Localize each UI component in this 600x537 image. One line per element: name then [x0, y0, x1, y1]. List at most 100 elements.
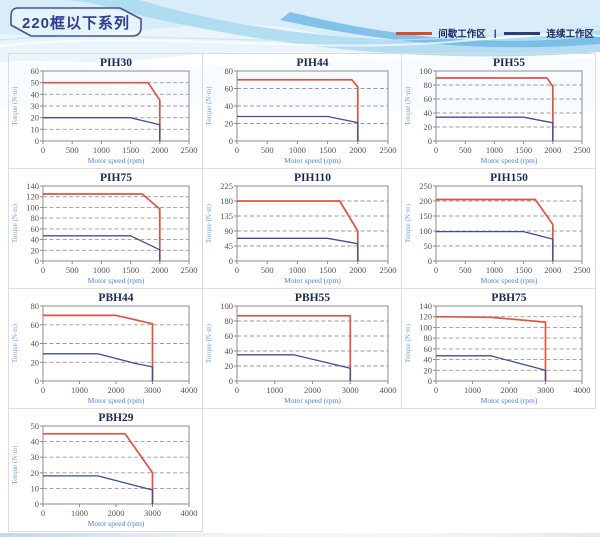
svg-text:1000: 1000	[266, 385, 283, 395]
page-title: 220框以下系列	[21, 14, 131, 32]
torque-speed-chart: 0 500 1000 1500 2000 2500 0 20 40 60 80 100 PIH55 Tor…	[404, 57, 591, 165]
svg-text:0: 0	[428, 256, 432, 266]
svg-text:50: 50	[31, 78, 40, 88]
svg-text:40: 40	[424, 108, 433, 118]
svg-text:0: 0	[35, 256, 39, 266]
torque-speed-chart: 0 1000 2000 3000 4000 0 20 40 60 80 100 PBH55 Torque…	[205, 292, 397, 405]
svg-text:500: 500	[66, 265, 79, 275]
svg-text:40: 40	[225, 101, 234, 111]
svg-text:140: 140	[419, 301, 432, 311]
svg-text:100: 100	[26, 202, 39, 212]
torque-speed-chart: 0 500 1000 1500 2000 2500 0 20 40 60 80 PIH44 Torque…	[205, 57, 397, 165]
svg-text:80: 80	[31, 213, 40, 223]
torque-speed-chart: 0 500 1000 1500 2000 2500 0 45 90 135 180 225 PIH110…	[205, 172, 397, 285]
intermittent-line-icon	[396, 31, 433, 35]
svg-text:0: 0	[229, 376, 233, 386]
svg-text:Torque (N·m): Torque (N·m)	[205, 86, 213, 126]
svg-text:Torque (N·m): Torque (N·m)	[11, 203, 19, 243]
legend-continuous-label: 连续工作区	[546, 29, 594, 40]
chart-cell-pih75: 0 500 1000 1500 2000 2500 0 20 40 60 80 100 120 140 PI…	[8, 168, 203, 289]
svg-text:40: 40	[31, 89, 40, 99]
svg-text:1000: 1000	[71, 508, 88, 518]
svg-text:Motor speed (rpm): Motor speed (rpm)	[481, 276, 538, 285]
svg-text:Torque (N·m): Torque (N·m)	[11, 323, 19, 363]
svg-text:50: 50	[424, 241, 433, 251]
svg-text:3000: 3000	[144, 385, 161, 395]
legend-separator: |	[493, 27, 497, 39]
svg-text:0: 0	[434, 265, 438, 275]
svg-text:60: 60	[424, 344, 433, 354]
svg-text:40: 40	[225, 346, 234, 356]
svg-text:20: 20	[31, 113, 40, 123]
svg-text:60: 60	[31, 66, 40, 76]
svg-text:20: 20	[31, 357, 40, 367]
svg-text:140: 140	[26, 181, 39, 191]
svg-text:40: 40	[31, 437, 40, 447]
svg-text:PIH75: PIH75	[100, 172, 132, 184]
svg-text:Torque (N·m): Torque (N·m)	[404, 323, 412, 363]
bottom-gradient-bar	[0, 533, 600, 537]
svg-text:0: 0	[41, 265, 45, 275]
chart-cell-pih30: 0 500 1000 1500 2000 2500 0 10 20 30 40 50 60 PIH30 To…	[8, 53, 203, 169]
svg-text:2000: 2000	[304, 385, 321, 395]
svg-text:10: 10	[31, 483, 40, 493]
svg-text:Motor speed (rpm): Motor speed (rpm)	[481, 156, 538, 165]
svg-text:PBH55: PBH55	[295, 292, 330, 304]
svg-text:60: 60	[225, 84, 234, 94]
svg-text:3000: 3000	[144, 508, 161, 518]
svg-text:1000: 1000	[93, 145, 110, 155]
svg-text:1500: 1500	[122, 265, 139, 275]
svg-text:PIH30: PIH30	[100, 57, 132, 69]
svg-text:2500: 2500	[380, 265, 397, 275]
svg-text:20: 20	[424, 365, 433, 375]
svg-text:100: 100	[419, 226, 432, 236]
svg-text:120: 120	[419, 312, 432, 322]
svg-text:20: 20	[225, 361, 234, 371]
svg-text:100: 100	[419, 322, 432, 332]
svg-text:4000: 4000	[574, 385, 591, 395]
svg-text:500: 500	[459, 265, 472, 275]
svg-text:Torque (N·m): Torque (N·m)	[11, 86, 19, 126]
svg-text:20: 20	[225, 119, 234, 129]
svg-text:PBH44: PBH44	[98, 292, 133, 304]
svg-text:50: 50	[31, 421, 40, 431]
svg-text:Motor speed (rpm): Motor speed (rpm)	[88, 276, 145, 285]
svg-text:60: 60	[424, 94, 433, 104]
svg-text:2000: 2000	[349, 265, 366, 275]
svg-text:30: 30	[31, 452, 40, 462]
svg-text:PIH150: PIH150	[490, 172, 528, 184]
svg-text:Motor speed (rpm): Motor speed (rpm)	[284, 276, 341, 285]
svg-text:Motor speed (rpm): Motor speed (rpm)	[284, 156, 341, 165]
svg-text:2000: 2000	[349, 145, 366, 155]
svg-text:1500: 1500	[122, 145, 139, 155]
svg-text:200: 200	[419, 196, 432, 206]
svg-text:20: 20	[424, 122, 433, 132]
svg-text:PIH110: PIH110	[294, 172, 331, 184]
svg-text:Torque (N·m): Torque (N·m)	[11, 445, 19, 485]
svg-text:Torque (N·m): Torque (N·m)	[205, 203, 213, 243]
svg-text:0: 0	[41, 508, 45, 518]
svg-text:40: 40	[31, 339, 40, 349]
svg-text:2000: 2000	[108, 385, 125, 395]
svg-text:100: 100	[419, 66, 432, 76]
svg-text:2000: 2000	[501, 385, 518, 395]
torque-speed-chart: 0 1000 2000 3000 4000 0 20 40 60 80 PBH44 Torque (N…	[11, 292, 198, 405]
svg-text:80: 80	[225, 316, 234, 326]
chart-cell-pih44: 0 500 1000 1500 2000 2500 0 20 40 60 80 PIH44 Torque…	[202, 53, 402, 169]
svg-text:80: 80	[424, 80, 433, 90]
svg-text:2500: 2500	[574, 265, 591, 275]
svg-text:250: 250	[419, 181, 432, 191]
svg-text:0: 0	[41, 145, 45, 155]
svg-text:Torque (N·m): Torque (N·m)	[404, 86, 412, 126]
svg-text:PBH29: PBH29	[98, 412, 133, 424]
torque-speed-chart: 0 1000 2000 3000 4000 0 10 20 30 40 50 PBH29 Torque …	[11, 412, 198, 528]
svg-text:0: 0	[35, 376, 39, 386]
chart-cell-pbh29: 0 1000 2000 3000 4000 0 10 20 30 40 50 PBH29 Torque …	[8, 408, 203, 532]
svg-text:Motor speed (rpm): Motor speed (rpm)	[88, 396, 145, 405]
svg-text:120: 120	[26, 192, 39, 202]
svg-text:2000: 2000	[544, 145, 561, 155]
svg-text:2500: 2500	[181, 265, 198, 275]
svg-text:Motor speed (rpm): Motor speed (rpm)	[88, 156, 145, 165]
